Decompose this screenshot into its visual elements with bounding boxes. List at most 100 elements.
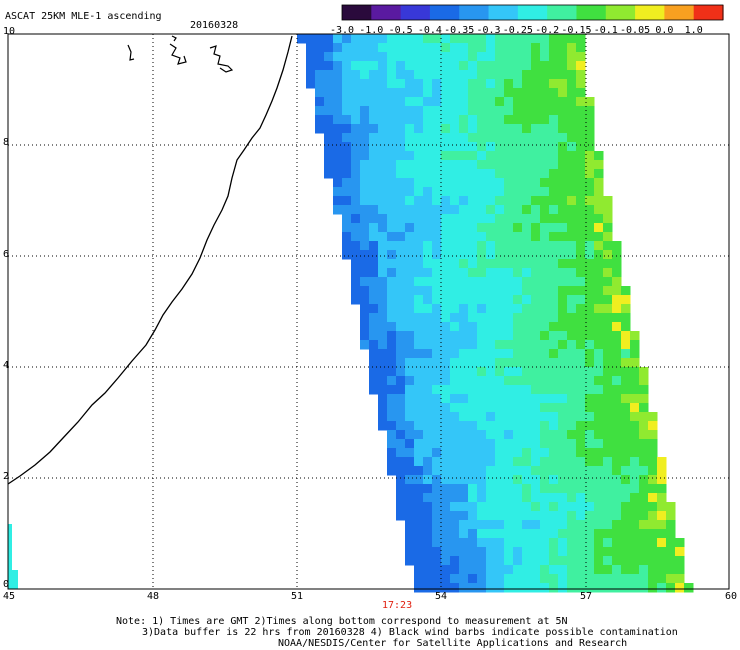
swath-cell bbox=[459, 331, 469, 341]
swath-cell bbox=[549, 106, 559, 116]
swath-cell bbox=[675, 583, 685, 593]
swath-cell bbox=[657, 547, 667, 557]
swath-cell bbox=[459, 187, 469, 197]
swath-cell bbox=[558, 511, 568, 521]
swath-cell bbox=[360, 268, 370, 278]
swath-cell bbox=[405, 142, 415, 152]
swath-cell bbox=[414, 466, 424, 476]
swath-cell bbox=[432, 448, 442, 458]
note-line-3: NOAA/NESDIS/Center for Satellite Applica… bbox=[278, 638, 628, 649]
swath-cell bbox=[342, 142, 352, 152]
swath-cell bbox=[414, 511, 424, 521]
swath-cell bbox=[585, 97, 595, 107]
swath-cell bbox=[540, 61, 550, 71]
swath-cell bbox=[387, 457, 397, 467]
swath-cell bbox=[468, 331, 478, 341]
swath-cell bbox=[576, 421, 586, 431]
swath-cell bbox=[522, 124, 532, 134]
swath-cell bbox=[504, 214, 514, 224]
swath-cell bbox=[468, 268, 478, 278]
swath-cell bbox=[504, 133, 514, 143]
swath-cell bbox=[522, 574, 532, 584]
swath-cell bbox=[477, 538, 487, 548]
swath-cell bbox=[432, 520, 442, 530]
swath-cell bbox=[594, 223, 604, 233]
swath-cell bbox=[441, 52, 451, 62]
swath-cell bbox=[477, 475, 487, 485]
swath-cell bbox=[495, 457, 505, 467]
swath-cell bbox=[504, 79, 514, 89]
swath-cell bbox=[450, 475, 460, 485]
swath-cell bbox=[378, 277, 388, 287]
swath-cell bbox=[387, 394, 397, 404]
swath-cell bbox=[630, 538, 640, 548]
swath-cell bbox=[621, 412, 631, 422]
swath-cell bbox=[540, 124, 550, 134]
swath-cell bbox=[648, 538, 658, 548]
colorbar-tick-label: -0.2 bbox=[535, 25, 560, 36]
swath-cell bbox=[342, 160, 352, 170]
swath-cell bbox=[594, 511, 604, 521]
swath-cell bbox=[324, 97, 334, 107]
swath-cell bbox=[504, 52, 514, 62]
swath-cell bbox=[522, 475, 532, 485]
swath-cell bbox=[585, 268, 595, 278]
swath-cell bbox=[342, 241, 352, 251]
swath-cell bbox=[414, 421, 424, 431]
swath-cell bbox=[531, 133, 541, 143]
swath-cell bbox=[576, 178, 586, 188]
swath-cell bbox=[558, 142, 568, 152]
swath-cell bbox=[387, 214, 397, 224]
y-tick-label: 2 bbox=[3, 471, 10, 482]
swath-cell bbox=[396, 475, 406, 485]
swath-cell bbox=[549, 43, 559, 53]
swath-cell bbox=[549, 556, 559, 566]
swath-cell bbox=[576, 124, 586, 134]
swath-cell bbox=[378, 70, 388, 80]
swath-cell bbox=[522, 259, 532, 269]
swath-cell bbox=[459, 160, 469, 170]
swath-cell bbox=[414, 475, 424, 485]
swath-cell bbox=[324, 160, 334, 170]
swath-cell bbox=[513, 160, 523, 170]
colorbar-tick-label: -1.0 bbox=[359, 25, 384, 36]
swath-cell bbox=[630, 511, 640, 521]
swath-cell bbox=[414, 385, 424, 395]
swath-cell bbox=[468, 340, 478, 350]
swath-cell bbox=[351, 277, 361, 287]
swath-cell bbox=[351, 97, 361, 107]
swath-cell bbox=[396, 331, 406, 341]
swath-cell bbox=[585, 421, 595, 431]
swath-cell bbox=[441, 241, 451, 251]
swath-cell bbox=[477, 124, 487, 134]
swath-cell bbox=[432, 250, 442, 260]
swath-cell bbox=[585, 376, 595, 386]
swath-cell bbox=[603, 196, 613, 206]
swath-cell bbox=[576, 304, 586, 314]
swath-cell bbox=[414, 268, 424, 278]
swath-cell bbox=[396, 259, 406, 269]
swath-cell bbox=[405, 205, 415, 215]
swath-cell bbox=[612, 295, 622, 305]
swath-cell bbox=[477, 259, 487, 269]
swath-cell bbox=[585, 151, 595, 161]
swath-cell bbox=[603, 565, 613, 575]
swath-cell bbox=[603, 295, 613, 305]
swath-cell bbox=[504, 340, 514, 350]
swath-cell bbox=[459, 79, 469, 89]
swath-cell bbox=[333, 124, 343, 134]
swath-cell bbox=[621, 322, 631, 332]
swath-cell bbox=[495, 340, 505, 350]
swath-cell bbox=[387, 124, 397, 134]
swath-cell bbox=[513, 556, 523, 566]
swath-cell bbox=[378, 403, 388, 413]
swath-cell bbox=[486, 529, 496, 539]
swath-cell bbox=[351, 43, 361, 53]
swath-cell bbox=[522, 511, 532, 521]
swath-cell bbox=[567, 349, 577, 359]
swath-cell bbox=[639, 502, 649, 512]
swath-cell bbox=[504, 295, 514, 305]
swath-cell bbox=[369, 322, 379, 332]
x-tick-label: 48 bbox=[146, 591, 160, 602]
chart-title: ASCAT 25KM MLE-1 ascending bbox=[5, 11, 162, 22]
